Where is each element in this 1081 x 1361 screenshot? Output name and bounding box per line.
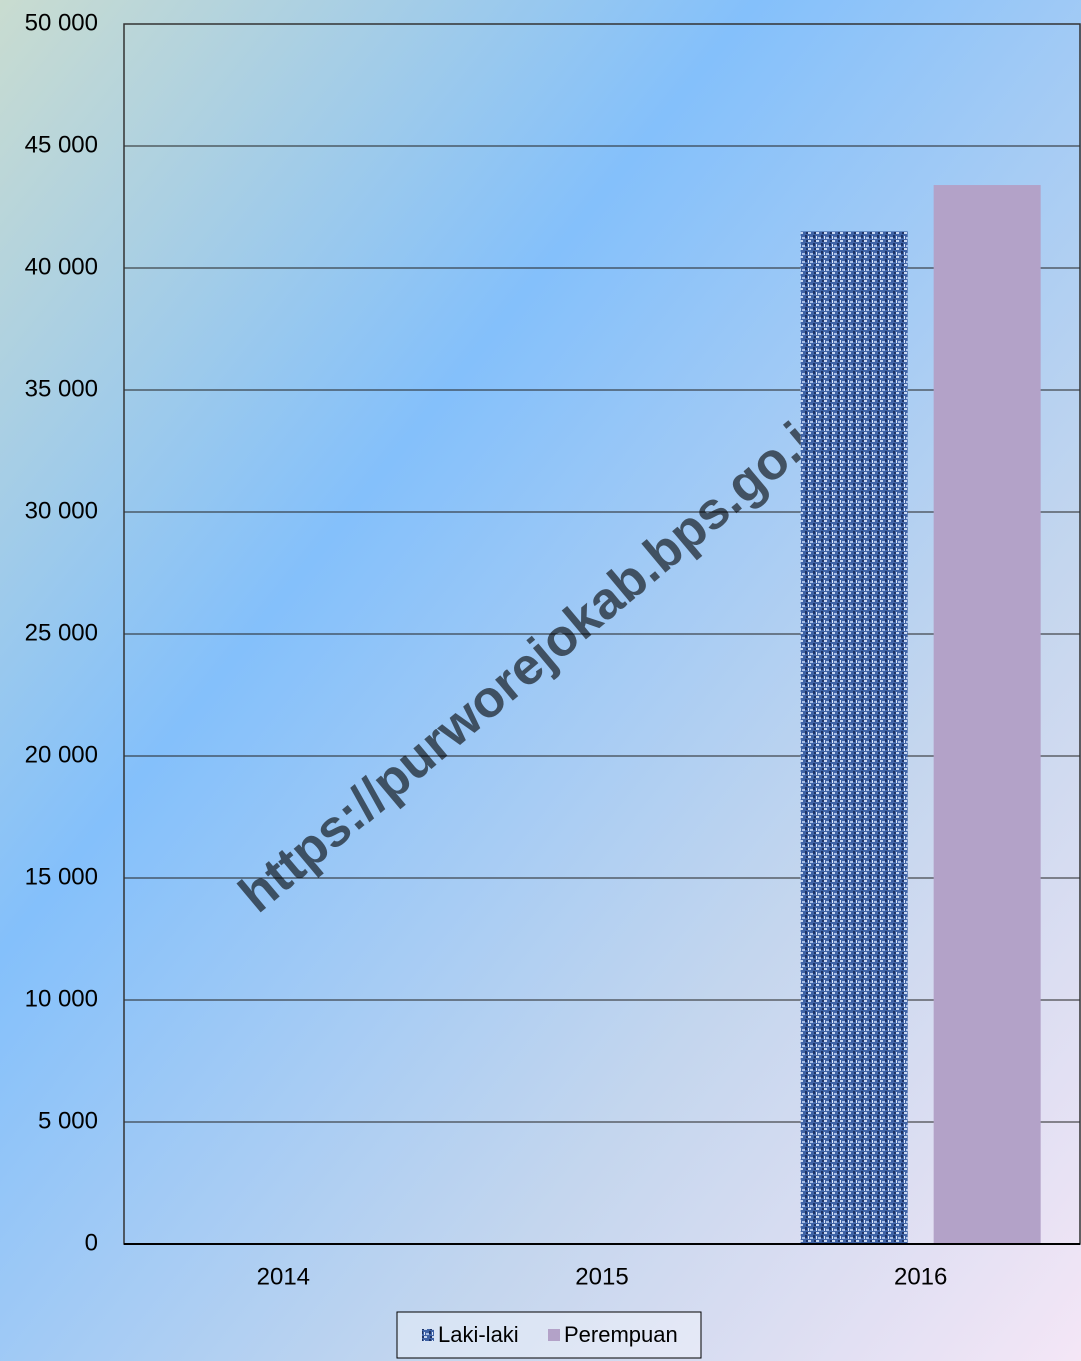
x-tick-label: 2016 bbox=[894, 1263, 947, 1290]
x-tick-label: 2015 bbox=[575, 1263, 628, 1290]
y-tick-label: 20 000 bbox=[25, 741, 98, 768]
x-tick-label: 2014 bbox=[257, 1263, 310, 1290]
y-tick-label: 30 000 bbox=[25, 497, 98, 524]
bar bbox=[800, 231, 908, 1244]
legend-label: Perempuan bbox=[564, 1322, 678, 1347]
y-tick-label: 15 000 bbox=[25, 863, 98, 890]
y-tick-label: 0 bbox=[85, 1229, 98, 1256]
y-tick-label: 25 000 bbox=[25, 619, 98, 646]
legend-label: Laki-laki bbox=[438, 1322, 519, 1347]
legend-swatch bbox=[548, 1329, 560, 1341]
y-tick-label: 35 000 bbox=[25, 375, 98, 402]
bar bbox=[933, 185, 1041, 1244]
y-tick-label: 45 000 bbox=[25, 131, 98, 158]
y-tick-label: 5 000 bbox=[38, 1107, 98, 1134]
y-tick-label: 40 000 bbox=[25, 253, 98, 280]
y-tick-label: 10 000 bbox=[25, 985, 98, 1012]
y-tick-label: 50 000 bbox=[25, 9, 98, 36]
legend-swatch bbox=[422, 1329, 434, 1341]
